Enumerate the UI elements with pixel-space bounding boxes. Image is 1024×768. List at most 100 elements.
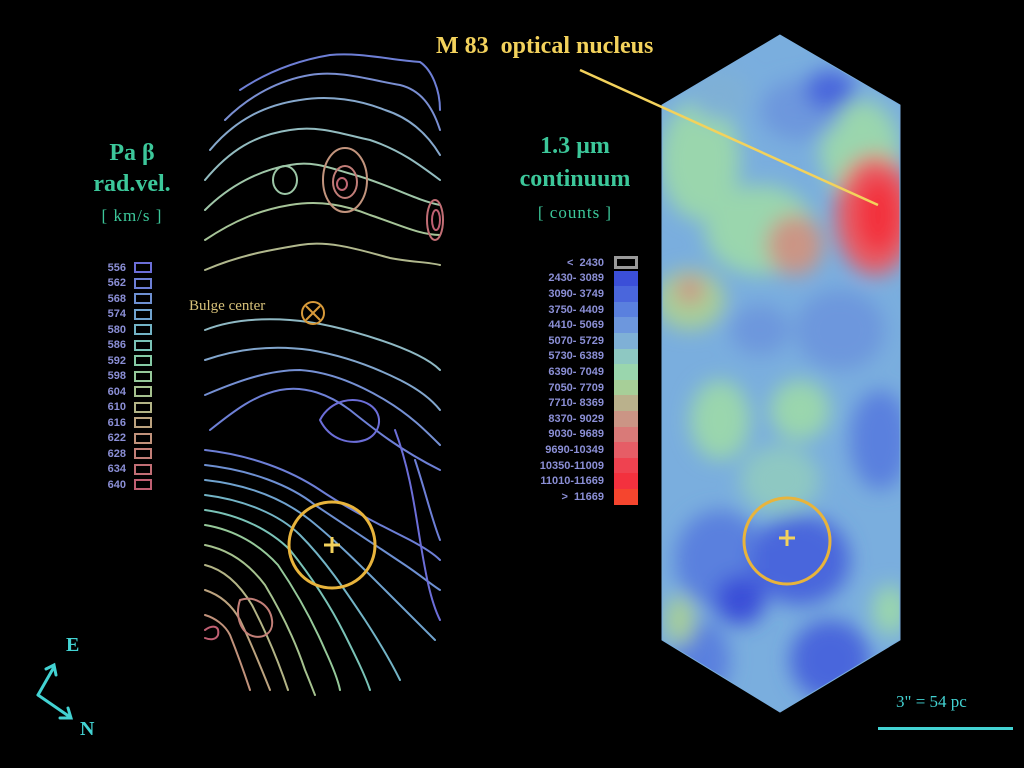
- velocity-legend-swatch: [134, 339, 152, 351]
- velocity-legend-label: 580: [107, 323, 126, 336]
- left-nucleus-circle: [287, 500, 377, 590]
- continuum-legend-row: 3090- 3749: [500, 286, 638, 302]
- continuum-legend-label: > 11669: [561, 490, 604, 503]
- continuum-legend-label: 6390- 7049: [548, 365, 604, 378]
- velocity-legend-row: 562: [88, 276, 152, 292]
- continuum-legend-swatch: [614, 348, 638, 365]
- continuum-legend-swatch: [614, 426, 638, 443]
- continuum-legend-swatch: [614, 488, 638, 505]
- compass-arrows-icon: [36, 662, 74, 720]
- continuum-legend-label: 5070- 5729: [548, 334, 604, 347]
- continuum-legend-row: 5730- 6389: [500, 348, 638, 365]
- velocity-units: [ km/s ]: [101, 206, 163, 225]
- continuum-legend-swatch: [614, 457, 638, 474]
- velocity-legend-label: 598: [107, 370, 126, 383]
- velocity-legend-row: 568: [88, 291, 152, 307]
- velocity-title-line2: rad.vel.: [93, 171, 171, 197]
- continuum-legend-label: 11010-11669: [540, 475, 604, 488]
- continuum-legend-row: 7050- 7709: [500, 379, 638, 396]
- continuum-legend-label: 8370- 9029: [548, 412, 604, 425]
- continuum-legend-label: 3750- 4409: [548, 303, 604, 316]
- velocity-legend-swatch: [134, 355, 152, 367]
- velocity-legend-row: 634: [88, 462, 152, 478]
- velocity-legend-swatch: [134, 324, 152, 336]
- velocity-legend-label: 586: [107, 339, 126, 352]
- velocity-legend-row: 616: [88, 415, 152, 431]
- scale-label: 3" = 54 pc: [896, 692, 967, 711]
- velocity-legend-row: 574: [88, 307, 152, 323]
- continuum-legend-swatch: [614, 286, 638, 302]
- continuum-legend: < 2430 2430- 3089 3090- 3749 3750- 4409 4410…: [500, 255, 638, 505]
- continuum-legend-swatch: [614, 379, 638, 396]
- continuum-legend-row: 9690-10349: [500, 442, 638, 458]
- continuum-legend-label: 5730- 6389: [548, 350, 604, 363]
- velocity-legend-swatch: [134, 308, 152, 320]
- continuum-legend-swatch: [614, 332, 638, 349]
- compass-east-label: E: [66, 634, 80, 656]
- continuum-legend-label: 9690-10349: [545, 443, 604, 456]
- velocity-legend-label: 568: [107, 292, 126, 305]
- velocity-legend: 556 562 568 574 580 586 592 598 604 610 616 622 628 6…: [88, 260, 152, 493]
- continuum-legend-label: 7710- 8369: [548, 397, 604, 410]
- continuum-legend-label: < 2430: [566, 256, 604, 269]
- velocity-title: Pa β rad.vel. [ km/s ]: [72, 138, 192, 231]
- continuum-legend-swatch: [614, 301, 638, 318]
- velocity-legend-swatch: [134, 262, 152, 274]
- continuum-legend-swatch: [614, 442, 638, 458]
- velocity-legend-label: 640: [107, 478, 126, 491]
- continuum-legend-label: 9030- 9689: [548, 428, 604, 441]
- velocity-legend-label: 628: [107, 447, 126, 460]
- continuum-legend-row: > 11669: [500, 488, 638, 505]
- velocity-legend-row: 640: [88, 477, 152, 493]
- bulge-center-marker: [301, 301, 325, 325]
- velocity-legend-label: 610: [107, 401, 126, 414]
- velocity-legend-swatch: [134, 432, 152, 444]
- continuum-legend-label: 10350-11009: [539, 459, 604, 472]
- velocity-legend-swatch: [134, 370, 152, 382]
- continuum-legend-row: 10350-11009: [500, 457, 638, 474]
- velocity-legend-row: 586: [88, 338, 152, 354]
- compass-north-label: N: [80, 718, 95, 740]
- nucleus-annotation-label: M 83 optical nucleus: [436, 33, 654, 59]
- velocity-legend-row: 580: [88, 322, 152, 338]
- velocity-legend-swatch: [134, 463, 152, 475]
- continuum-title: 1.3 µm continuum [ counts ]: [500, 130, 650, 229]
- continuum-units: [ counts ]: [537, 203, 613, 222]
- continuum-legend-swatch: [614, 410, 638, 427]
- right-nucleus-circle: [742, 496, 832, 586]
- continuum-legend-swatch: [614, 395, 638, 411]
- velocity-legend-swatch: [134, 401, 152, 413]
- velocity-legend-label: 616: [107, 416, 126, 429]
- velocity-legend-swatch: [134, 479, 152, 491]
- continuum-title-line2: continuum: [519, 166, 631, 192]
- velocity-legend-swatch: [134, 448, 152, 460]
- continuum-legend-row: 8370- 9029: [500, 410, 638, 427]
- velocity-legend-row: 610: [88, 400, 152, 416]
- continuum-legend-row: < 2430: [500, 255, 638, 271]
- continuum-legend-row: 4410- 5069: [500, 317, 638, 333]
- continuum-legend-swatch: [614, 317, 638, 333]
- velocity-legend-row: 604: [88, 384, 152, 400]
- scale-bar: [878, 727, 1013, 730]
- velocity-legend-swatch: [134, 386, 152, 398]
- velocity-legend-label: 604: [107, 385, 126, 398]
- continuum-legend-row: 7710- 8369: [500, 395, 638, 411]
- velocity-legend-row: 592: [88, 353, 152, 369]
- velocity-legend-label: 622: [107, 432, 126, 445]
- continuum-legend-swatch: [614, 473, 638, 489]
- velocity-legend-swatch: [134, 277, 152, 289]
- velocity-legend-row: 628: [88, 446, 152, 462]
- continuum-legend-row: 9030- 9689: [500, 426, 638, 443]
- velocity-legend-swatch: [134, 293, 152, 305]
- continuum-legend-label: 4410- 5069: [548, 319, 604, 332]
- continuum-legend-row: 6390- 7049: [500, 364, 638, 380]
- continuum-legend-row: 11010-11669: [500, 473, 638, 489]
- continuum-legend-row: 3750- 4409: [500, 301, 638, 318]
- continuum-legend-label: 3090- 3749: [548, 287, 604, 300]
- continuum-legend-label: 2430- 3089: [548, 272, 604, 285]
- velocity-legend-row: 622: [88, 431, 152, 447]
- velocity-legend-label: 592: [107, 354, 126, 367]
- continuum-legend-swatch: [614, 364, 638, 380]
- velocity-title-line1: Pa β: [109, 140, 155, 166]
